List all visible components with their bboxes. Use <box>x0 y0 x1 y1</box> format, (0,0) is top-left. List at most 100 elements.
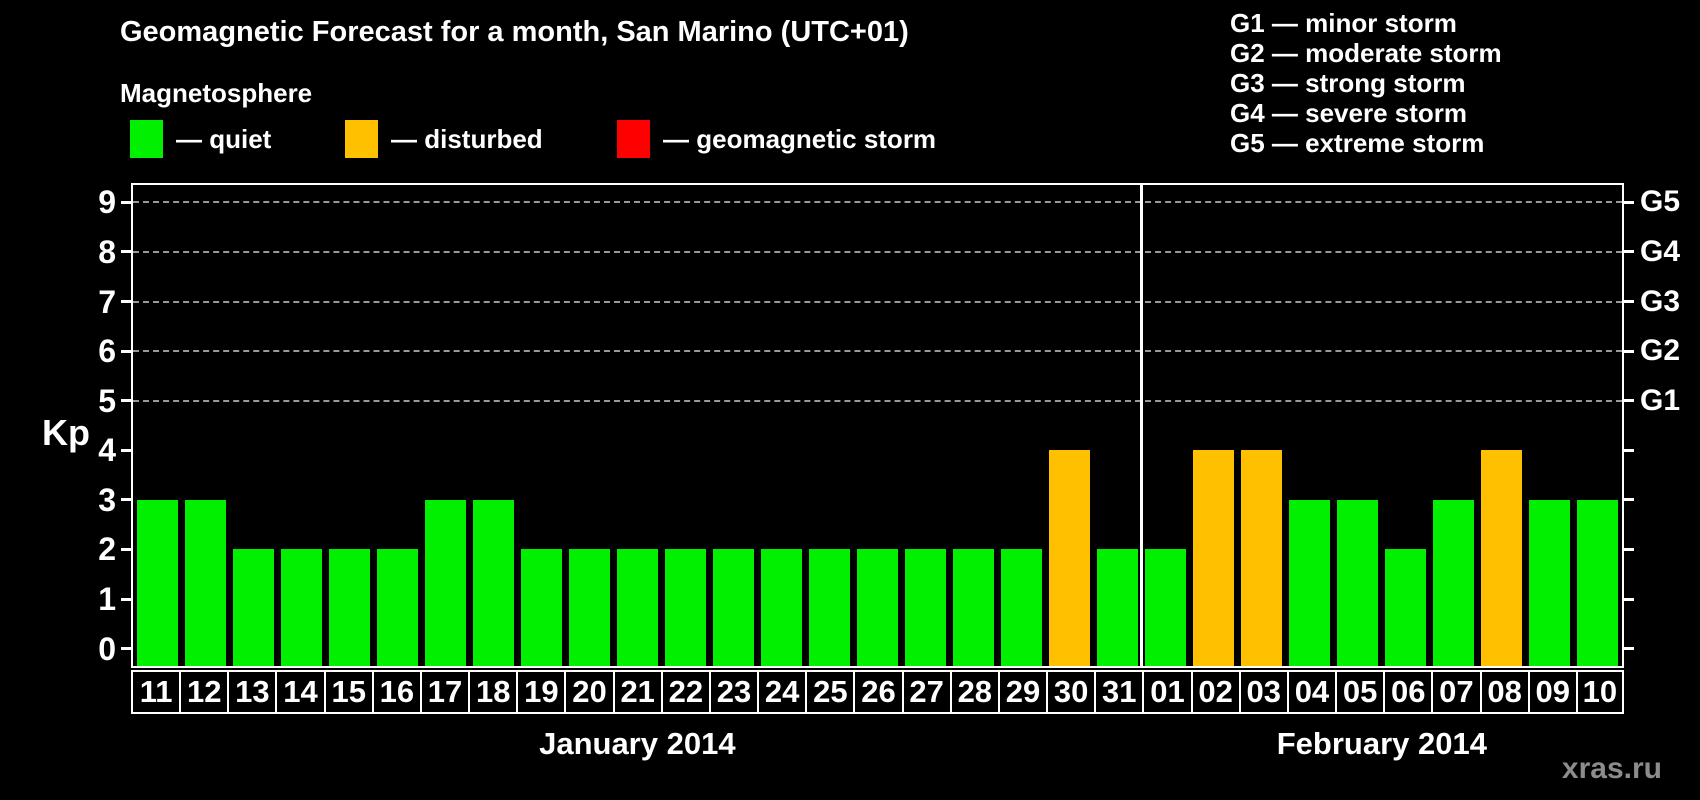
day-label-jan-18: 18 <box>468 670 519 714</box>
y-tick-right-3 <box>1624 498 1634 502</box>
day-label-jan-23: 23 <box>708 670 760 714</box>
y-tick-right-5 <box>1624 399 1634 403</box>
legend-item-disturbed: — disturbed <box>345 119 543 159</box>
day-label-feb-09: 09 <box>1527 670 1578 714</box>
kp-bar-jan-12 <box>184 499 226 666</box>
gridline-kp5 <box>133 399 1622 402</box>
y-axis-label: Kp <box>42 412 90 453</box>
kp-bar-jan-15 <box>328 549 370 666</box>
y-tick-right-9 <box>1624 200 1634 204</box>
y-tick-left-8 <box>121 250 131 254</box>
y-tick-left-4 <box>121 448 131 452</box>
legend-item-storm: — geomagnetic storm <box>617 119 936 159</box>
day-label-jan-22: 22 <box>660 670 711 714</box>
month-label-february: February 2014 <box>1276 726 1487 761</box>
day-label-jan-28: 28 <box>949 670 1000 714</box>
y-tick-label-6: 6 <box>98 333 116 370</box>
kp-bar-feb-01 <box>1145 549 1187 666</box>
day-label-jan-12: 12 <box>179 670 230 714</box>
plot-area <box>131 183 1624 668</box>
y-tick-left-5 <box>121 399 131 403</box>
kp-bar-feb-03 <box>1241 450 1283 666</box>
day-label-feb-10: 10 <box>1575 670 1624 714</box>
day-label-jan-14: 14 <box>275 670 326 714</box>
y-tick-label-2: 2 <box>98 531 116 568</box>
day-label-jan-31: 31 <box>1094 670 1145 714</box>
g-scale-line-g4: G4 — severe storm <box>1230 98 1468 128</box>
kp-bar-jan-24 <box>760 549 802 666</box>
g-level-label-g4: G4 <box>1640 234 1681 268</box>
legend-label-quiet: — quiet <box>176 123 272 154</box>
kp-bar-feb-06 <box>1385 549 1427 666</box>
y-tick-label-8: 8 <box>98 233 116 270</box>
day-label-jan-11: 11 <box>131 670 182 714</box>
kp-bar-jan-25 <box>808 549 850 666</box>
kp-bar-feb-07 <box>1433 499 1475 666</box>
day-label-jan-15: 15 <box>323 670 374 714</box>
month-separator <box>1140 185 1144 666</box>
g-scale-line-g2: G2 — moderate storm <box>1230 38 1502 68</box>
day-label-jan-27: 27 <box>901 670 952 714</box>
kp-bar-jan-17 <box>424 499 466 666</box>
y-tick-right-1 <box>1624 597 1634 601</box>
quiet-color-swatch <box>130 120 163 158</box>
day-label-jan-21: 21 <box>612 670 663 714</box>
day-label-feb-08: 08 <box>1479 670 1530 714</box>
day-label-feb-02: 02 <box>1190 670 1241 714</box>
y-tick-label-4: 4 <box>98 432 116 469</box>
day-label-jan-29: 29 <box>997 670 1049 714</box>
legend-label-storm: — geomagnetic storm <box>663 123 937 154</box>
y-tick-right-7 <box>1624 300 1634 304</box>
kp-bar-jan-27 <box>905 549 947 666</box>
y-tick-left-7 <box>121 300 131 304</box>
legend-label-disturbed: — disturbed <box>391 123 543 154</box>
gridline-kp7 <box>133 300 1622 303</box>
kp-bar-jan-14 <box>280 549 322 666</box>
y-tick-right-8 <box>1624 250 1634 254</box>
day-label-feb-03: 03 <box>1238 670 1289 714</box>
kp-bar-jan-13 <box>232 549 274 666</box>
kp-bar-jan-20 <box>568 549 610 666</box>
disturbed-color-swatch <box>345 120 378 158</box>
kp-bar-jan-18 <box>472 499 514 666</box>
day-label-feb-05: 05 <box>1335 670 1386 714</box>
day-label-jan-26: 26 <box>853 670 904 714</box>
y-tick-left-0 <box>121 647 131 651</box>
y-tick-label-1: 1 <box>98 581 116 618</box>
y-tick-right-0 <box>1624 647 1634 651</box>
kp-bar-feb-10 <box>1577 499 1619 666</box>
kp-bar-feb-08 <box>1481 450 1523 666</box>
kp-bar-jan-22 <box>664 549 706 666</box>
day-label-feb-07: 07 <box>1431 670 1482 714</box>
kp-bar-jan-19 <box>520 549 562 666</box>
y-tick-label-5: 5 <box>98 382 116 419</box>
month-label-january: January 2014 <box>539 726 736 761</box>
y-tick-left-1 <box>121 597 131 601</box>
y-tick-label-3: 3 <box>98 481 116 518</box>
g-scale-line-g3: G3 — strong storm <box>1230 68 1466 98</box>
g-scale-legend: G1 — minor storm G2 — moderate storm G3 … <box>1230 8 1502 158</box>
kp-bar-jan-28 <box>953 549 995 666</box>
y-tick-right-4 <box>1624 448 1634 452</box>
kp-bar-jan-26 <box>856 549 898 666</box>
y-tick-left-6 <box>121 349 131 353</box>
day-label-jan-13: 13 <box>227 670 278 714</box>
day-label-jan-24: 24 <box>757 670 808 714</box>
kp-bar-feb-02 <box>1193 450 1235 666</box>
day-label-feb-06: 06 <box>1383 670 1434 714</box>
kp-bar-jan-31 <box>1097 549 1139 666</box>
g-level-label-g5: G5 <box>1640 185 1681 219</box>
day-label-jan-19: 19 <box>516 670 567 714</box>
g-level-label-g3: G3 <box>1640 284 1681 318</box>
y-tick-left-2 <box>121 547 131 551</box>
kp-bar-jan-29 <box>1001 549 1043 666</box>
gridline-kp8 <box>133 250 1622 253</box>
y-tick-label-0: 0 <box>98 630 116 667</box>
date-axis: 11 12 13 14 15 16 17 18 19 20 21 22 23 24 25 26 27 28 29 30… <box>131 670 1624 714</box>
g-level-label-g2: G2 <box>1640 334 1681 368</box>
day-label-jan-25: 25 <box>805 670 856 714</box>
kp-bar-jan-11 <box>136 499 178 666</box>
g-scale-line-g1: G1 — minor storm <box>1230 8 1457 38</box>
kp-bar-feb-04 <box>1289 499 1331 666</box>
